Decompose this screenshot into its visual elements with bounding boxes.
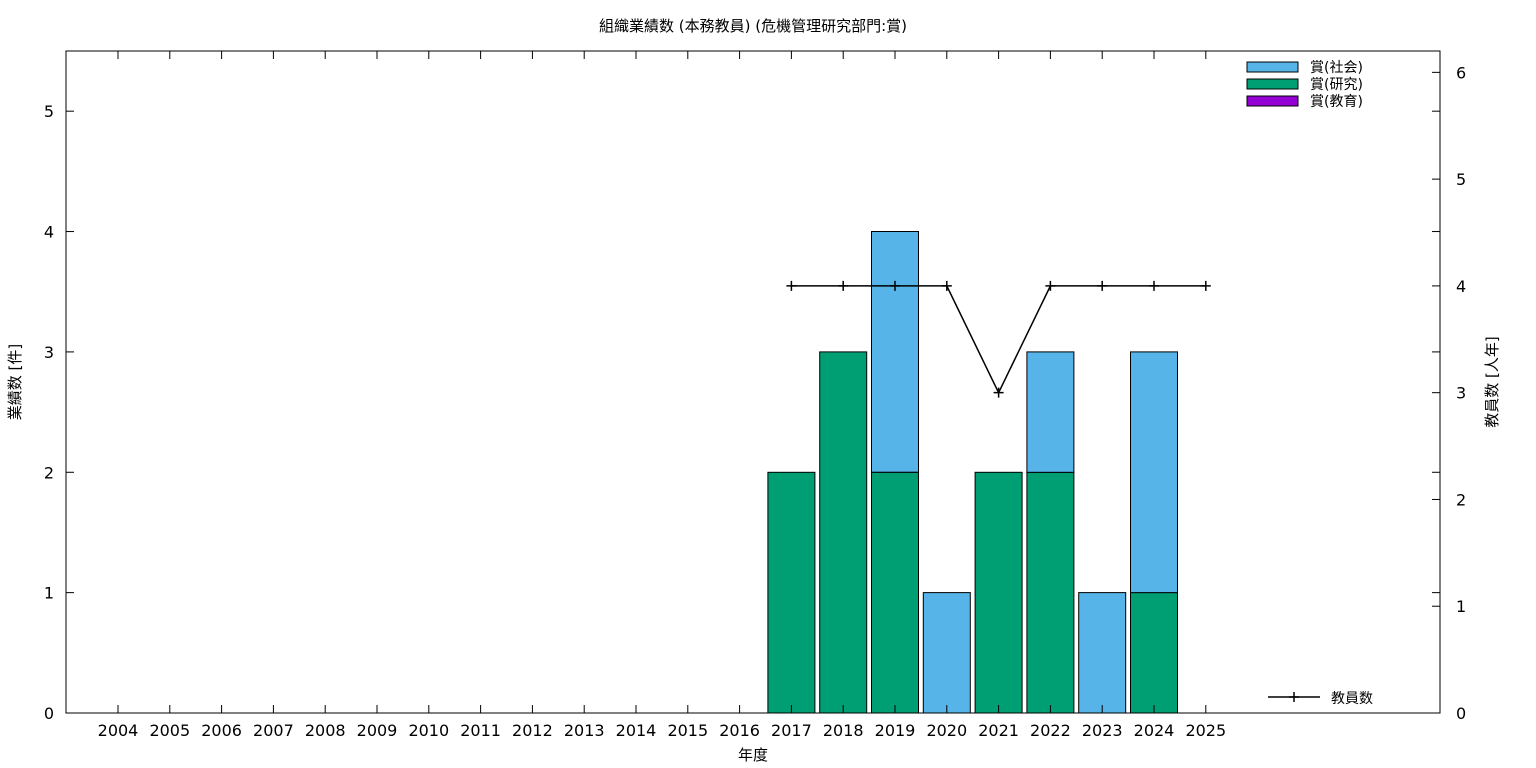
x-tick-label: 2005 <box>149 721 190 740</box>
bar-2024-賞(研究) <box>1130 592 1178 714</box>
x-tick-label: 2025 <box>1185 721 1226 740</box>
x-tick-label: 2018 <box>823 721 864 740</box>
x-tick-label: 2023 <box>1082 721 1123 740</box>
y-tick-label: 4 <box>44 223 54 242</box>
legend-label: 賞(社会) <box>1310 60 1363 76</box>
bar-2017-賞(研究) <box>767 471 816 714</box>
line-point-2024 <box>1149 280 1159 291</box>
bar-2024-賞(社会) <box>1130 351 1178 594</box>
line-point-2025 <box>1200 280 1211 291</box>
line-point-2019 <box>890 280 900 291</box>
x-tick-label: 2012 <box>512 721 553 740</box>
y-tick-label: 3 <box>44 343 54 362</box>
bar-2018-賞(研究) <box>819 351 868 714</box>
line-point-2018 <box>838 280 849 291</box>
y2-tick-label: 4 <box>1456 277 1466 296</box>
line-legend-marker <box>1289 692 1299 702</box>
legend-swatch <box>1246 61 1299 73</box>
x-tick-label: 2016 <box>719 721 760 740</box>
y2-tick-label: 5 <box>1456 170 1466 189</box>
x-tick-label: 2008 <box>305 721 346 740</box>
line-layer <box>786 280 1211 398</box>
y-tick-label: 5 <box>44 102 54 121</box>
y-axis-label: 業績数 [件] <box>6 344 24 420</box>
legend-swatch <box>1246 95 1299 107</box>
bar-2019-賞(研究) <box>871 471 919 714</box>
line-point-2017 <box>786 280 797 291</box>
line-point-2020 <box>941 280 952 291</box>
bar-2022-賞(社会) <box>1026 351 1075 473</box>
line-legend: 教員数 <box>1268 691 1373 707</box>
x-tick-label: 2017 <box>771 721 812 740</box>
y2-tick-label: 6 <box>1456 63 1466 82</box>
bars-layer <box>767 231 1178 714</box>
plot-frame <box>65 50 1441 714</box>
chart-title: 組織業績数 (本務教員) (危機管理研究部門:賞) <box>599 17 907 35</box>
legend-label: 賞(教育) <box>1310 94 1363 110</box>
y-tick-label: 1 <box>44 584 54 603</box>
x-tick-label: 2006 <box>201 721 242 740</box>
x-axis: 2004 2005 2006 2007 2008 2009 2010 2011 2012 2013… <box>98 51 1226 740</box>
x-axis-label: 年度 <box>738 746 768 764</box>
bar-2021-賞(研究) <box>974 471 1023 714</box>
y2-tick-label: 1 <box>1456 597 1466 616</box>
y2-axis: 0 1 2 3 4 5 6 <box>1432 63 1466 723</box>
y-axis: 0 1 2 3 4 5 <box>44 102 1440 723</box>
bar-2019-賞(社会) <box>871 231 919 473</box>
y2-tick-label: 2 <box>1456 490 1466 509</box>
bar-2022-賞(研究) <box>1026 471 1075 714</box>
x-tick-label: 2024 <box>1134 721 1175 740</box>
x-tick-label: 2010 <box>408 721 449 740</box>
bar-2020-賞(社会) <box>922 592 971 714</box>
x-tick-label: 2007 <box>253 721 294 740</box>
legend-label: 賞(研究) <box>1310 77 1363 93</box>
x-tick-label: 2020 <box>926 721 967 740</box>
x-tick-label: 2019 <box>875 721 916 740</box>
line-point-2023 <box>1097 280 1108 291</box>
x-tick-label: 2013 <box>564 721 605 740</box>
legend: 賞(社会)賞(研究)賞(教育) <box>1246 60 1363 110</box>
bar-2023-賞(社会) <box>1078 592 1127 714</box>
legend-swatch <box>1246 78 1299 90</box>
y2-tick-label: 3 <box>1456 384 1466 403</box>
x-tick-label: 2011 <box>460 721 501 740</box>
x-tick-label: 2009 <box>357 721 398 740</box>
y-tick-label: 2 <box>44 463 54 482</box>
y2-axis-label: 教員数 [人年] <box>1483 336 1501 427</box>
line-point-2022 <box>1045 280 1056 291</box>
line-point-2021 <box>993 387 1004 398</box>
line-legend-label: 教員数 <box>1331 691 1373 707</box>
x-tick-label: 2014 <box>616 721 657 740</box>
x-tick-label: 2004 <box>98 721 139 740</box>
y2-tick-label: 0 <box>1456 704 1466 723</box>
y-tick-label: 0 <box>44 704 54 723</box>
x-tick-label: 2015 <box>667 721 708 740</box>
x-tick-label: 2021 <box>978 721 1019 740</box>
x-tick-label: 2022 <box>1030 721 1071 740</box>
